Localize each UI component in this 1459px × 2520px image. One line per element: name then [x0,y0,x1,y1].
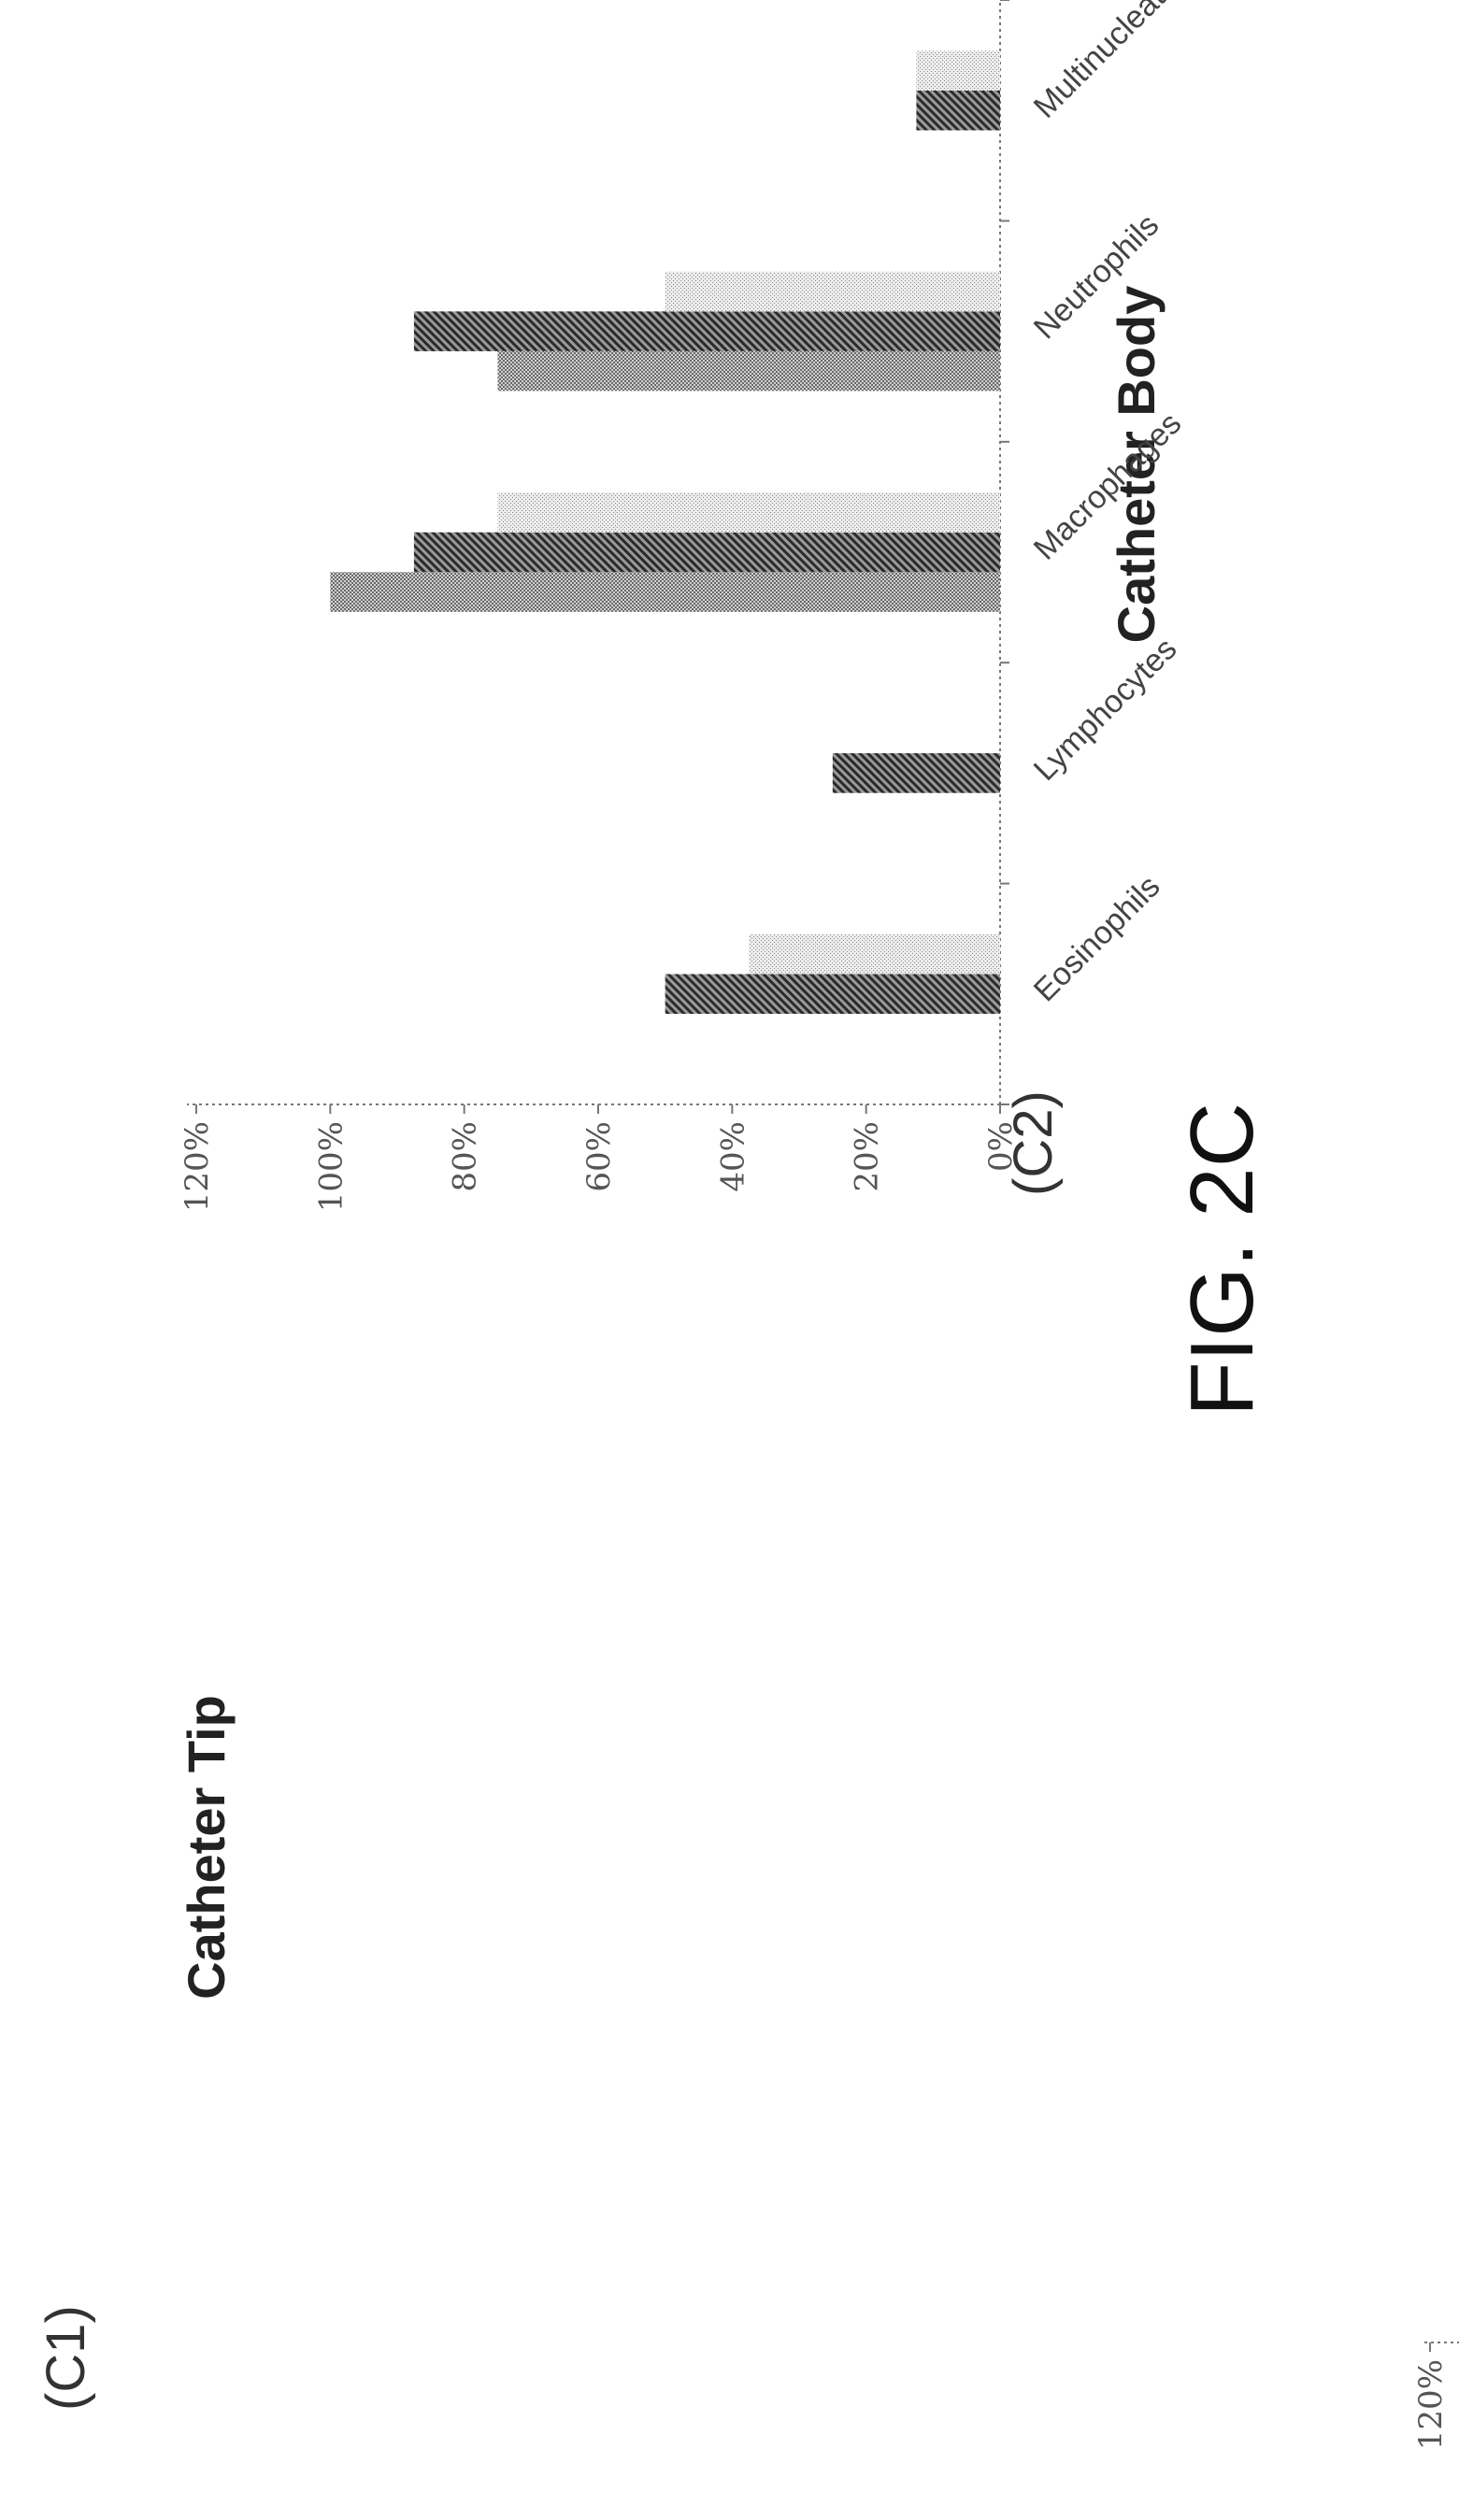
bar-placebo [665,272,1000,312]
y-tick-label: 0% [982,1121,1020,1172]
figure-label: FIG. 2C [1172,1103,1272,1417]
bar-humalog [414,533,1000,573]
plot-area-c1: 0%20%40%60%80%100%120%EosinophilsLymphoc… [1412,1085,1459,2451]
bar-humalog [833,753,1000,793]
bar-humalog [665,975,1000,1015]
y-tick-label: 120% [179,1121,216,1212]
bar-catheter [498,351,1001,392]
category-label: Multinucleated giant cells [1027,0,1303,125]
y-tick-label: 80% [447,1121,484,1192]
chart-title-c1: Catheter Tip [177,1695,236,2000]
y-tick-label: 40% [714,1121,751,1192]
y-tick-label: 100% [312,1121,350,1212]
panel-label-c1: (C1) [36,2305,96,2411]
y-tick-label: 120% [1412,2359,1450,2450]
bar-placebo [916,50,1000,91]
bar-placebo [749,934,1000,975]
y-tick-label: 60% [580,1121,618,1192]
bar-humalog [414,311,1000,351]
panel-c2-chart: (C2) Catheter Body 0%20%40%60%80%100%120… [179,0,1303,1212]
y-tick-label: 20% [849,1121,886,1192]
bar-catheter [330,572,1000,612]
bar-humalog [916,91,1000,131]
category-label: Eosinophils [1027,869,1167,1009]
bar-placebo [498,492,1001,533]
category-label: Lymphocytes [1027,631,1184,788]
